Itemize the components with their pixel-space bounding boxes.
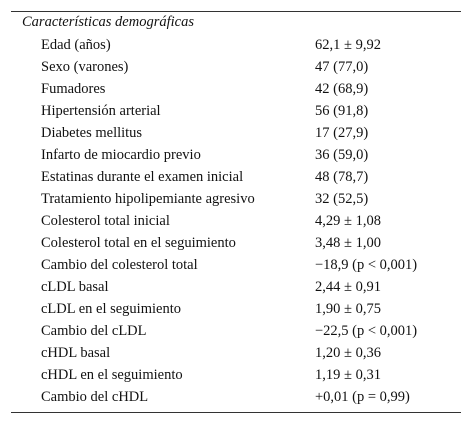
row-value: 36 (59,0) [315,147,369,163]
row-label: Cambio del cLDL [41,323,147,339]
bottom-rule [11,412,461,413]
row-label: Fumadores [41,81,106,97]
row-value: 56 (91,8) [315,103,369,119]
row-label: Hipertensión arterial [41,103,161,119]
row-value: 4,29 ± 1,08 [315,213,381,229]
row-label: Colesterol total en el seguimiento [41,235,236,251]
row-label: Colesterol total inicial [41,213,170,229]
row-value: −18,9 (p < 0,001) [315,257,418,273]
row-label: Cambio del colesterol total [41,257,198,273]
row-label: cHDL en el seguimiento [41,367,183,383]
row-value: 62,1 ± 9,92 [315,37,381,53]
row-value: 1,90 ± 0,75 [315,301,381,317]
row-label: Infarto de miocardio previo [41,147,201,163]
top-rule [11,11,461,12]
row-label: Estatinas durante el examen inicial [41,169,244,185]
row-label: cLDL basal [41,279,109,295]
row-value: 1,20 ± 0,36 [315,345,381,361]
row-label: Edad (años) [41,37,111,53]
row-value: 1,19 ± 0,31 [315,367,381,383]
row-label: cHDL basal [41,345,111,361]
row-value: −22,5 (p < 0,001) [315,323,418,339]
row-label: cLDL en el seguimiento [41,301,181,317]
row-label: Diabetes mellitus [41,125,143,141]
table-title: Características demográficas [22,14,194,30]
row-label: Cambio del cHDL [41,389,149,405]
row-label: Sexo (varones) [41,59,129,75]
row-value: 47 (77,0) [315,59,369,75]
row-value: 42 (68,9) [315,81,369,97]
row-value: 32 (52,5) [315,191,369,207]
row-value: +0,01 (p = 0,99) [315,389,410,405]
row-value: 48 (78,7) [315,169,369,185]
row-value: 2,44 ± 0,91 [315,279,381,295]
row-value: 3,48 ± 1,00 [315,235,381,251]
row-value: 17 (27,9) [315,125,369,141]
row-label: Tratamiento hipolipemiante agresivo [41,191,255,207]
